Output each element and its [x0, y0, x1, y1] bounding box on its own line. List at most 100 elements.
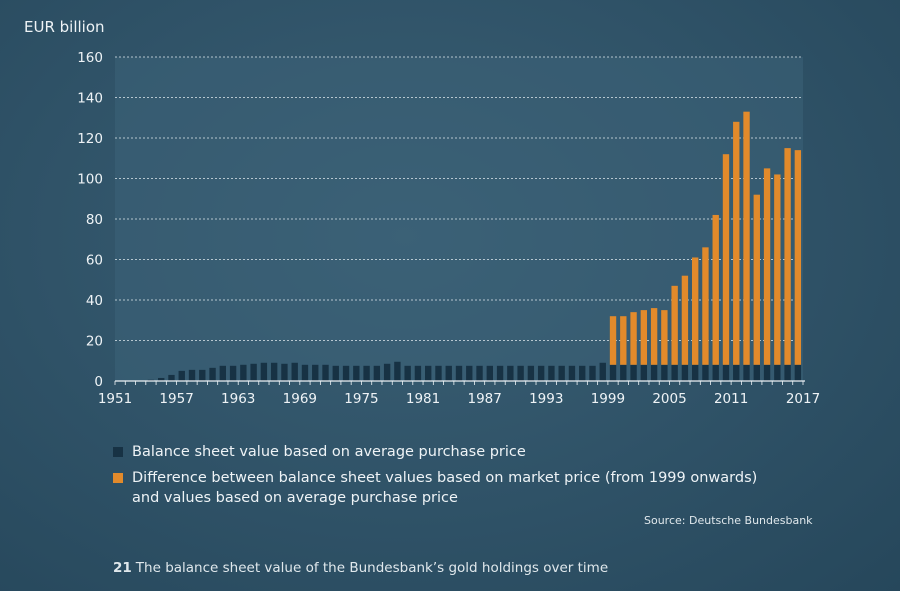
x-tick-label: 1951 — [98, 391, 132, 407]
bar-purchase-value — [250, 363, 257, 381]
bar-purchase-value — [579, 365, 586, 381]
y-tick-label: 80 — [86, 212, 103, 228]
bar-purchase-value — [630, 364, 637, 381]
bar-market-difference — [753, 194, 760, 365]
bar-market-difference — [681, 275, 689, 365]
bar-purchase-value — [620, 364, 627, 381]
y-tick-label: 100 — [77, 172, 103, 188]
bar-market-difference — [763, 168, 771, 365]
bar-market-difference — [630, 312, 637, 365]
y-tick-label: 60 — [86, 253, 103, 269]
bar-purchase-value — [209, 367, 216, 381]
bar-market-difference — [743, 111, 750, 365]
bar-purchase-value — [507, 365, 514, 381]
axes: 0 20 40 60 80 100 120 140 160 1951 1957 1963 1969 197… — [77, 50, 820, 407]
bar-market-difference — [702, 247, 709, 365]
bar-purchase-value — [332, 365, 339, 381]
bar-market-difference — [733, 121, 740, 365]
bar-purchase-value — [733, 364, 740, 381]
y-tick-label: 140 — [77, 91, 103, 107]
bar-purchase-value — [404, 365, 411, 381]
bar-purchase-value — [702, 364, 709, 381]
bar-market-difference — [640, 310, 648, 365]
bar-market-difference — [620, 316, 627, 365]
bar-purchase-value — [291, 362, 298, 381]
bar-purchase-value — [270, 362, 278, 381]
bar-purchase-value — [425, 365, 432, 381]
bar-purchase-value — [435, 365, 442, 381]
legend-label-market-difference: Difference between balance sheet values … — [132, 468, 757, 508]
bar-market-difference — [661, 310, 668, 365]
bar-purchase-value — [199, 369, 206, 381]
bar-purchase-value — [548, 365, 555, 381]
bar-purchase-value — [188, 369, 196, 381]
y-tick-label: 20 — [86, 334, 103, 350]
legend-label-line2: and values based on average purchase pri… — [132, 490, 458, 506]
bar-market-difference — [671, 285, 678, 365]
bar-purchase-value — [599, 362, 606, 381]
bar-purchase-value — [589, 365, 596, 381]
bars — [137, 111, 802, 381]
bar-purchase-value — [455, 365, 463, 381]
figure-caption: 21 The balance sheet value of the Bundesb… — [113, 560, 608, 576]
legend-label-line1: Difference between balance sheet values … — [132, 470, 758, 486]
legend-swatch-navy — [113, 447, 123, 457]
y-tick-label: 0 — [94, 374, 103, 390]
x-tick-label: 1981 — [406, 391, 440, 407]
bar-purchase-value — [794, 364, 802, 381]
bar-purchase-value — [722, 364, 730, 381]
bar-purchase-value — [373, 365, 381, 381]
x-tick-label: 1975 — [344, 391, 378, 407]
bar-purchase-value — [445, 365, 452, 381]
figure-number: 21 — [113, 560, 132, 576]
bar-purchase-value — [712, 364, 719, 381]
bar-purchase-value — [486, 365, 493, 381]
y-axis-label: EUR billion — [24, 18, 105, 36]
x-tick-label: 1969 — [283, 391, 317, 407]
x-tick-label: 2011 — [714, 391, 748, 407]
bar-purchase-value — [496, 365, 504, 381]
bar-market-difference — [712, 214, 719, 365]
legend-swatch-orange — [113, 473, 123, 483]
x-tick-label: 1999 — [591, 391, 625, 407]
bar-purchase-value — [517, 365, 524, 381]
bar-market-difference — [722, 154, 730, 365]
bar-purchase-value — [568, 365, 576, 381]
bar-purchase-value — [240, 364, 247, 381]
gridlines — [115, 56, 803, 341]
bar-purchase-value — [383, 363, 391, 381]
bar-purchase-value — [609, 364, 617, 381]
bar-purchase-value — [763, 364, 771, 381]
bar-purchase-value — [260, 362, 268, 381]
legend-label-purchase-price: Balance sheet value based on average pur… — [132, 444, 526, 460]
bar-purchase-value — [558, 365, 565, 381]
bar-purchase-value — [394, 361, 401, 381]
bar-purchase-value — [353, 365, 360, 381]
bar-purchase-value — [168, 374, 175, 381]
bar-purchase-value — [661, 364, 668, 381]
bar-purchase-value — [650, 364, 658, 381]
bar-market-difference — [650, 308, 658, 365]
x-tick-label: 1987 — [467, 391, 501, 407]
x-tick-label: 2017 — [786, 391, 820, 407]
bar-market-difference — [794, 150, 802, 365]
bar-purchase-value — [743, 364, 750, 381]
bar-purchase-value — [466, 365, 473, 381]
bar-purchase-value — [301, 364, 309, 381]
bar-purchase-value — [527, 365, 535, 381]
bar-purchase-value — [363, 365, 370, 381]
bar-market-difference — [784, 148, 791, 365]
bar-purchase-value — [753, 364, 760, 381]
bar-purchase-value — [414, 365, 422, 381]
bar-purchase-value — [671, 364, 678, 381]
bar-purchase-value — [178, 370, 185, 381]
x-tick-label: 2005 — [652, 391, 686, 407]
x-tick-label: 1993 — [529, 391, 563, 407]
bar-purchase-value — [219, 365, 227, 381]
bar-purchase-value — [312, 364, 319, 381]
y-tick-label: 160 — [77, 50, 103, 66]
bar-purchase-value — [147, 379, 155, 381]
bar-purchase-value — [322, 364, 329, 381]
y-tick-label: 120 — [77, 131, 103, 147]
bar-purchase-value — [774, 364, 781, 381]
